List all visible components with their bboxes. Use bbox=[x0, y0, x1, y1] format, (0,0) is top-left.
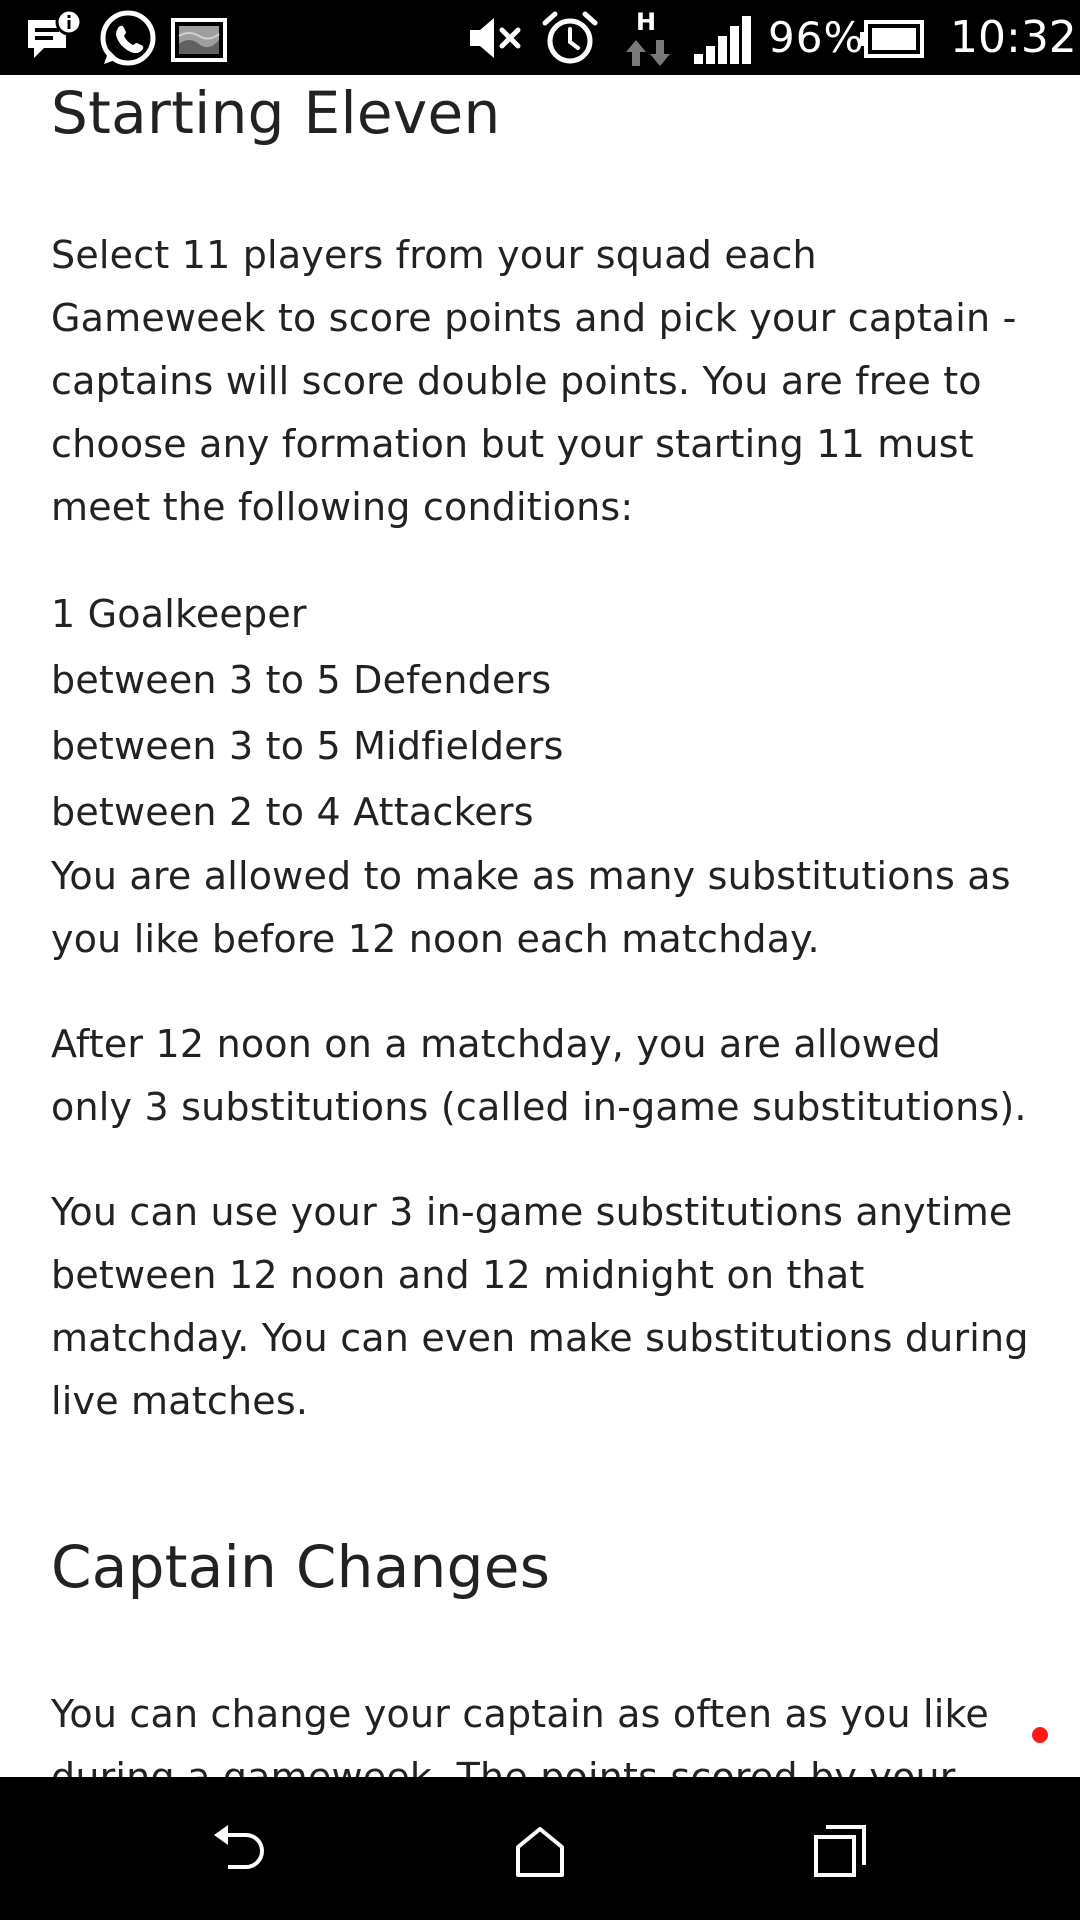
condition-midfielders: between 3 to 5 Midfielders bbox=[51, 724, 564, 768]
data-transfer-icon: H bbox=[622, 8, 678, 68]
home-icon bbox=[516, 1827, 564, 1877]
section-title-captain-changes: Captain Changes bbox=[51, 1533, 551, 1601]
signal-icon bbox=[692, 8, 754, 68]
network-type-label: H bbox=[636, 8, 656, 36]
status-bar: H 96% 10:32 bbox=[0, 0, 1080, 75]
notification-dot bbox=[1032, 1727, 1048, 1743]
paragraph-after-noon: After 12 noon on a matchday, you are all… bbox=[51, 1022, 1027, 1129]
navigation-bar bbox=[0, 1777, 1080, 1920]
gallery-icon bbox=[170, 8, 228, 68]
back-button[interactable] bbox=[192, 1803, 288, 1899]
paragraph-intro: Select 11 players from your squad each G… bbox=[51, 233, 1017, 529]
condition-defenders: between 3 to 5 Defenders bbox=[51, 658, 552, 702]
conditions-list: 1 Goalkeeper between 3 to 5 Defenders be… bbox=[51, 581, 1031, 845]
message-info-icon bbox=[24, 8, 84, 68]
paragraph-in-game-substitutions: You can use your 3 in-game substitutions… bbox=[51, 1190, 1029, 1423]
battery-percent: 96% bbox=[768, 13, 865, 62]
paragraph-captain-changes: You can change your captain as often as … bbox=[51, 1692, 989, 1777]
condition-goalkeeper: 1 Goalkeeper bbox=[51, 592, 307, 636]
back-icon bbox=[214, 1825, 264, 1869]
battery-icon bbox=[858, 8, 926, 68]
recents-button[interactable] bbox=[792, 1803, 888, 1899]
paragraph-substitutions: You are allowed to make as many substitu… bbox=[51, 854, 1011, 961]
home-button[interactable] bbox=[492, 1803, 588, 1899]
condition-attackers: between 2 to 4 Attackers bbox=[51, 790, 534, 834]
section-title-starting-eleven: Starting Eleven bbox=[51, 79, 501, 147]
alarm-icon bbox=[540, 8, 600, 68]
mute-icon bbox=[464, 8, 528, 68]
clock: 10:32 bbox=[950, 12, 1077, 63]
article-scroll-area[interactable]: Starting Eleven Select 11 players from y… bbox=[0, 75, 1080, 1777]
recents-icon bbox=[814, 1825, 866, 1877]
whatsapp-icon bbox=[96, 8, 158, 68]
